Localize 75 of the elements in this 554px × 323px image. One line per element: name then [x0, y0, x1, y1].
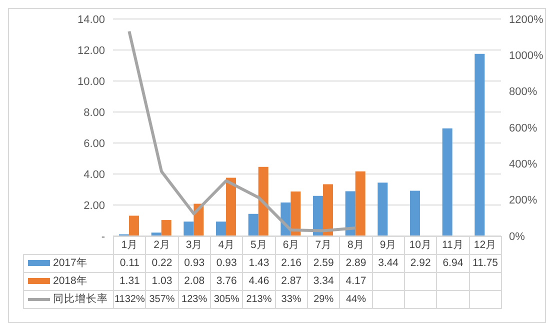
bar: [184, 222, 194, 236]
x-tick-label: 2月: [146, 236, 178, 254]
y-tick-label: 6.00: [84, 138, 105, 150]
y2-tick-label: 400%: [509, 158, 538, 171]
data-label: 2.92: [404, 254, 437, 272]
data-label: 123%: [178, 290, 210, 308]
data-label: 1.31: [114, 272, 146, 290]
bar: [216, 222, 226, 236]
bar: [248, 214, 258, 236]
bar: [313, 196, 323, 236]
y-tick-label: 10.00: [77, 76, 105, 88]
x-tick-label: 10月: [404, 236, 437, 254]
bar: [355, 171, 366, 236]
bar: [226, 178, 236, 236]
x-tick-label: 11月: [436, 236, 470, 254]
bar: [442, 128, 452, 236]
x-tick-label: 6月: [275, 236, 308, 254]
bar: [378, 182, 388, 236]
data-label: 357%: [146, 290, 178, 308]
legend-label: 2018年: [24, 272, 114, 290]
legend-label: 2017年: [24, 254, 114, 272]
x-tick-label: 12月: [469, 236, 502, 254]
data-label: 1132%: [114, 290, 146, 308]
bar: [258, 166, 268, 236]
data-label: 3.34: [307, 272, 340, 290]
bar: [290, 192, 301, 236]
data-label: 2.89: [340, 254, 372, 272]
y-tick-label: 8.00: [84, 106, 105, 119]
line-series: [128, 30, 357, 232]
y-tick-label: -: [101, 230, 106, 243]
x-tick-label: 1月: [114, 236, 146, 254]
x-tick-label: 5月: [242, 236, 276, 254]
data-label: 1.03: [146, 272, 178, 290]
data-label: 305%: [210, 290, 243, 308]
bar: [129, 216, 139, 236]
x-tick-label: 7月: [307, 236, 340, 254]
y2-tick-label: 200%: [509, 194, 538, 207]
data-label: 3.76: [210, 272, 243, 290]
data-label: 44%: [340, 290, 372, 308]
data-label: 2.08: [178, 272, 210, 290]
y-tick-label: 2.00: [84, 200, 105, 212]
y-tick-label: 12.00: [77, 44, 105, 57]
y-tick-label: 14.00: [77, 14, 105, 26]
bar: [410, 190, 420, 236]
data-label: 2.59: [307, 254, 340, 272]
x-tick-label: 9月: [372, 236, 404, 254]
data-label: 11.75: [469, 254, 502, 272]
data-label: 1.43: [242, 254, 276, 272]
y2-tick-label: 1200%: [509, 14, 544, 26]
data-label: 2.87: [275, 272, 308, 290]
y2-tick-label: 0%: [509, 230, 526, 243]
x-tick-label: 3月: [178, 236, 210, 254]
data-label: 33%: [275, 290, 308, 308]
data-label: 2.16: [275, 254, 308, 272]
bar: [323, 184, 333, 236]
data-label: 4.17: [340, 272, 372, 290]
y-tick-label: 4.00: [84, 168, 105, 181]
x-tick-label: 4月: [210, 236, 243, 254]
legend-label: 同比增长率: [24, 290, 114, 308]
y2-tick-label: 1000%: [509, 50, 544, 62]
data-label: 213%: [242, 290, 276, 308]
data-label: 29%: [307, 290, 340, 308]
y2-tick-label: 600%: [509, 122, 538, 134]
data-label: 0.22: [146, 254, 178, 272]
bar: [474, 54, 485, 236]
data-label: 0.11: [114, 254, 146, 272]
data-label: 6.94: [436, 254, 470, 272]
x-tick-label: 8月: [340, 236, 372, 254]
data-label: 0.93: [210, 254, 243, 272]
y2-tick-label: 800%: [509, 86, 538, 98]
bar: [345, 191, 356, 236]
bar: [161, 220, 172, 236]
data-label: 0.93: [178, 254, 210, 272]
data-label: 3.44: [372, 254, 404, 272]
data-label: 4.46: [242, 272, 276, 290]
